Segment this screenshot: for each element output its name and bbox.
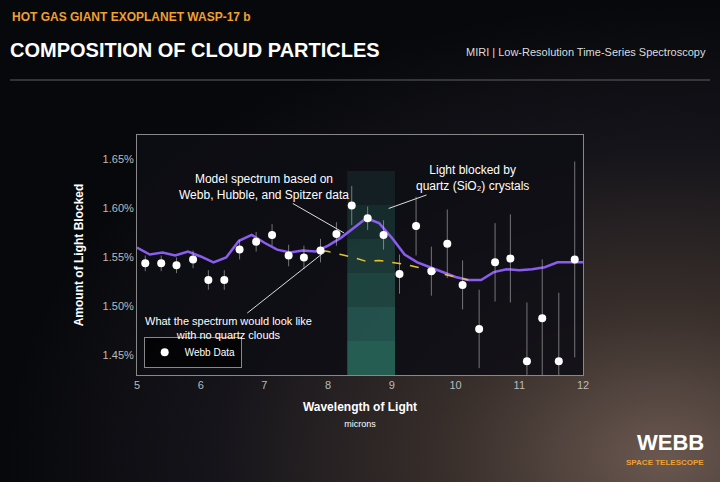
svg-text:1.60%: 1.60% (103, 202, 134, 214)
svg-text:12: 12 (577, 379, 589, 391)
svg-text:Webb Data: Webb Data (185, 347, 235, 358)
svg-text:7: 7 (261, 379, 267, 391)
svg-text:Model spectrum based onWebb, H: Model spectrum based onWebb, Hubble, and… (179, 172, 349, 202)
svg-text:10: 10 (449, 379, 461, 391)
svg-text:COMPOSITION OF CLOUD PARTICLES: COMPOSITION OF CLOUD PARTICLES (10, 39, 380, 61)
svg-text:5: 5 (134, 379, 140, 391)
svg-text:MIRI | Low-Resolution Time-Ser: MIRI | Low-Resolution Time-Series Spectr… (466, 46, 706, 58)
svg-text:Light blocked byquartz (SiO₂): Light blocked byquartz (SiO₂) crystals (416, 163, 529, 193)
svg-text:SPACE TELESCOPE: SPACE TELESCOPE (626, 458, 704, 467)
svg-text:11: 11 (514, 379, 525, 391)
svg-text:1.50%: 1.50% (103, 300, 134, 312)
svg-text:1.45%: 1.45% (103, 349, 134, 361)
svg-text:1.55%: 1.55% (103, 251, 134, 263)
svg-text:Wavelength of Lightmicrons: Wavelength of Lightmicrons (303, 400, 417, 429)
svg-text:6: 6 (198, 379, 204, 391)
svg-text:HOT GAS GIANT EXOPLANET WASP-1: HOT GAS GIANT EXOPLANET WASP-17 b (12, 10, 251, 24)
svg-text:What the spectrum would look l: What the spectrum would look likewith no… (145, 315, 312, 341)
svg-text:1.65%: 1.65% (103, 153, 134, 165)
svg-text:Amount of Light Blocked: Amount of Light Blocked (72, 184, 86, 327)
svg-text:9: 9 (389, 379, 395, 391)
svg-text:WEBB: WEBB (637, 430, 704, 455)
svg-text:8: 8 (325, 379, 331, 391)
